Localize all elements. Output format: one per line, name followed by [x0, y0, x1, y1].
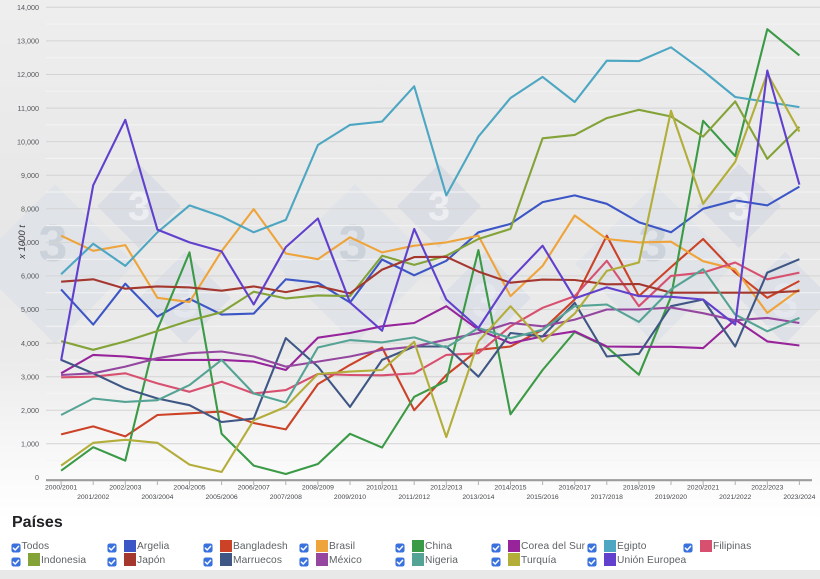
- svg-text:2007/2008: 2007/2008: [270, 494, 302, 501]
- svg-text:7,000: 7,000: [21, 238, 39, 247]
- svg-text:2013/2014: 2013/2014: [462, 494, 494, 501]
- svg-text:14,000: 14,000: [17, 3, 39, 12]
- svg-text:2002/2003: 2002/2003: [109, 485, 141, 492]
- svg-text:2005/2006: 2005/2006: [206, 494, 238, 501]
- svg-text:11,000: 11,000: [18, 104, 39, 113]
- svg-text:1,000: 1,000: [21, 440, 39, 449]
- svg-text:13,000: 13,000: [17, 37, 39, 46]
- svg-text:2023/2024: 2023/2024: [783, 494, 815, 501]
- svg-text:2015/2016: 2015/2016: [527, 494, 559, 501]
- svg-text:3,000: 3,000: [21, 372, 39, 381]
- svg-text:3: 3: [39, 215, 68, 273]
- svg-text:3: 3: [728, 185, 750, 229]
- svg-text:3: 3: [428, 185, 450, 229]
- svg-text:2001/2002: 2001/2002: [77, 494, 109, 501]
- svg-text:5,000: 5,000: [21, 305, 39, 314]
- svg-text:2010/2011: 2010/2011: [366, 485, 398, 492]
- svg-text:2,000: 2,000: [21, 406, 39, 415]
- svg-text:2020/2021: 2020/2021: [687, 485, 719, 492]
- svg-text:0: 0: [35, 473, 39, 482]
- svg-text:2017/2018: 2017/2018: [591, 494, 623, 501]
- svg-text:10,000: 10,000: [17, 137, 39, 146]
- svg-text:x 1000 t: x 1000 t: [17, 225, 28, 260]
- svg-text:9,000: 9,000: [21, 171, 39, 180]
- svg-text:12,000: 12,000: [17, 70, 39, 79]
- svg-text:3: 3: [128, 185, 150, 229]
- svg-text:2004/2005: 2004/2005: [173, 485, 205, 492]
- svg-text:2021/2022: 2021/2022: [719, 494, 751, 501]
- svg-text:2006/2007: 2006/2007: [238, 485, 270, 492]
- svg-text:2008/2009: 2008/2009: [302, 485, 334, 492]
- svg-text:2011/2012: 2011/2012: [398, 494, 430, 501]
- svg-text:2019/2020: 2019/2020: [655, 494, 687, 501]
- svg-text:2009/2010: 2009/2010: [334, 494, 366, 501]
- svg-text:6,000: 6,000: [21, 272, 39, 281]
- svg-text:4,000: 4,000: [21, 339, 39, 348]
- svg-text:2012/2013: 2012/2013: [430, 485, 462, 492]
- svg-text:2016/2017: 2016/2017: [559, 485, 591, 492]
- svg-text:8,000: 8,000: [21, 205, 39, 214]
- svg-text:2018/2019: 2018/2019: [623, 485, 655, 492]
- svg-text:2022/2023: 2022/2023: [751, 485, 783, 492]
- svg-text:2000/2001: 2000/2001: [45, 485, 77, 492]
- svg-text:2014/2015: 2014/2015: [494, 485, 526, 492]
- svg-text:2003/2004: 2003/2004: [141, 494, 173, 501]
